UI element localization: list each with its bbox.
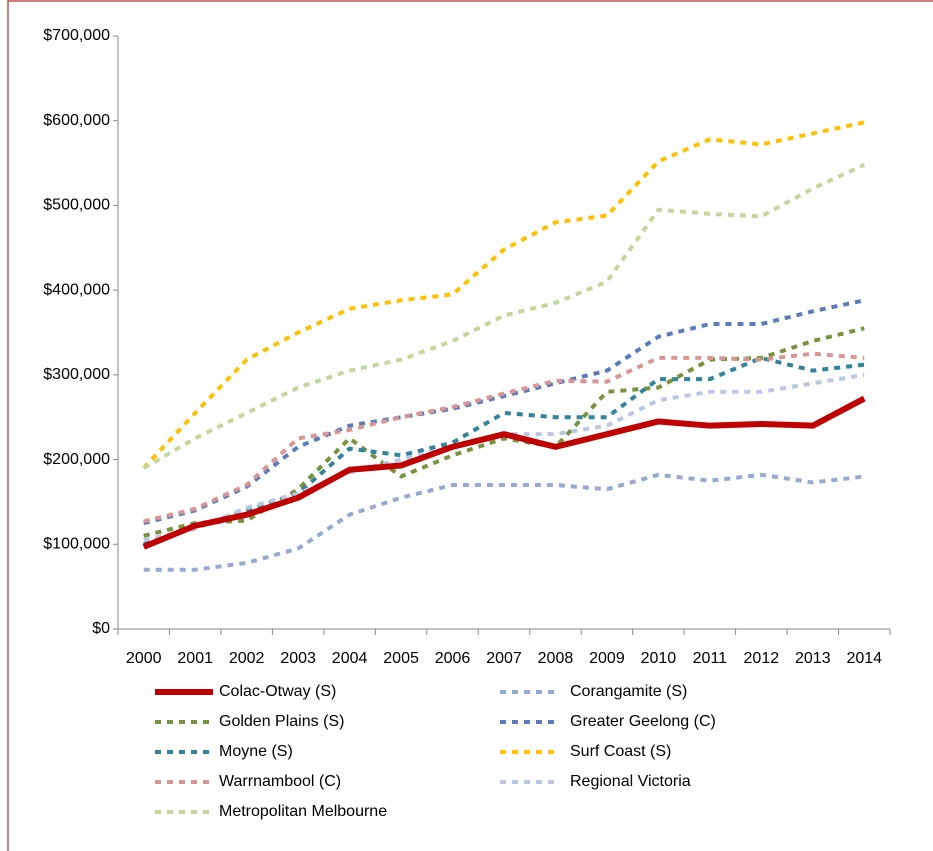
x-tick-label: 2001 <box>177 650 213 667</box>
series-line <box>142 120 865 470</box>
legend-label: Regional Victoria <box>570 773 691 790</box>
y-tick-label: $500,000 <box>43 197 110 214</box>
x-tick-label: 2000 <box>126 650 162 667</box>
x-tick-label: 2013 <box>795 650 831 667</box>
y-tick-label: $400,000 <box>43 281 110 298</box>
x-tick-label: 2002 <box>229 650 265 667</box>
x-tick-label: 2005 <box>383 650 419 667</box>
series-line <box>142 395 866 550</box>
series-line <box>142 162 866 470</box>
legend-label: Golden Plains (S) <box>219 713 344 730</box>
y-tick-label: $700,000 <box>43 27 110 44</box>
y-tick-label: $100,000 <box>43 536 110 553</box>
series-line <box>143 298 865 526</box>
legend-label: Surf Coast (S) <box>570 743 671 760</box>
legend-label: Warrnambool (C) <box>219 773 341 790</box>
x-tick-label: 2014 <box>846 650 882 667</box>
x-tick-label: 2011 <box>693 650 728 667</box>
legend-label: Moyne (S) <box>219 743 293 760</box>
y-tick-label: $300,000 <box>43 366 110 383</box>
legend-label: Corangamite (S) <box>570 683 687 700</box>
x-tick-label: 2004 <box>332 650 368 667</box>
x-tick-label: 2009 <box>589 650 625 667</box>
legend-label: Metropolitan Melbourne <box>219 803 387 820</box>
x-tick-label: 2010 <box>641 650 677 667</box>
legend-label: Greater Geelong (C) <box>570 713 716 730</box>
legend-label: Colac-Otway (S) <box>219 683 336 700</box>
x-tick-label: 2003 <box>280 650 316 667</box>
series-line <box>143 355 865 547</box>
y-tick-label: $600,000 <box>43 112 110 129</box>
x-tick-label: 2012 <box>744 650 780 667</box>
y-tick-label: $0 <box>92 620 110 637</box>
series-line <box>143 351 865 524</box>
x-tick-label: 2008 <box>538 650 574 667</box>
series-line <box>143 472 865 572</box>
x-tick-label: 2006 <box>435 650 471 667</box>
y-tick-label: $200,000 <box>43 451 110 468</box>
x-tick-label: 2007 <box>486 650 522 667</box>
